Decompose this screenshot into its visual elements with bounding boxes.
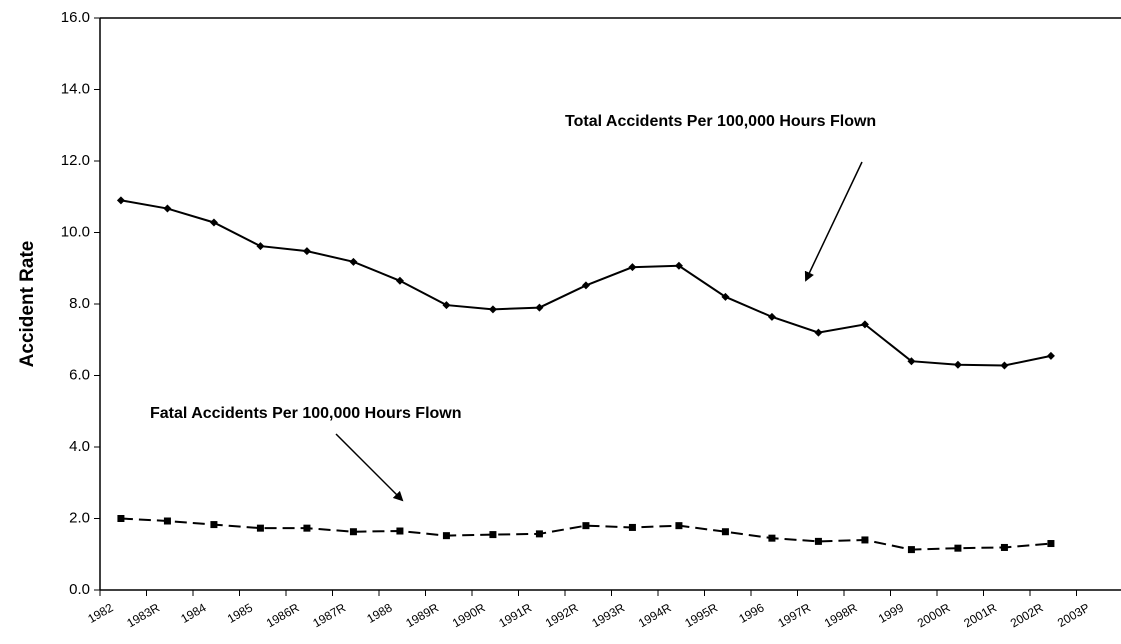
point bbox=[814, 537, 822, 545]
point bbox=[442, 532, 450, 540]
point bbox=[489, 531, 497, 539]
x-tick-label: 1985 bbox=[225, 600, 255, 626]
point bbox=[442, 301, 451, 310]
y-tick-label: 16.0 bbox=[61, 9, 90, 26]
annotation: Fatal Accidents Per 100,000 Hours Flown bbox=[150, 405, 462, 422]
annotation-arrow bbox=[804, 161, 863, 282]
point bbox=[721, 528, 729, 536]
point bbox=[256, 524, 264, 532]
point bbox=[163, 517, 171, 525]
point bbox=[209, 218, 218, 227]
point bbox=[303, 524, 311, 532]
x-tick-label: 1997R bbox=[775, 600, 813, 630]
point bbox=[349, 257, 358, 266]
y-tick-label: 6.0 bbox=[69, 366, 90, 383]
y-tick-label: 12.0 bbox=[61, 152, 90, 169]
x-tick-label: 1987R bbox=[310, 600, 348, 630]
point bbox=[349, 528, 357, 536]
x-tick-label: 1992R bbox=[543, 600, 581, 630]
point bbox=[535, 303, 544, 312]
point bbox=[117, 515, 125, 522]
point bbox=[1047, 540, 1055, 548]
x-tick-label: 1989R bbox=[403, 600, 441, 630]
point bbox=[163, 204, 172, 213]
x-tick-label: 1996 bbox=[736, 600, 766, 626]
x-tick-label: 1994R bbox=[636, 600, 674, 630]
point bbox=[396, 527, 404, 535]
point bbox=[302, 247, 311, 256]
point bbox=[116, 196, 125, 205]
x-tick-label: 1998R bbox=[822, 600, 860, 630]
point bbox=[582, 522, 590, 530]
y-tick-label: 4.0 bbox=[69, 438, 90, 455]
point bbox=[953, 360, 962, 369]
x-tick-label: 1988 bbox=[364, 600, 394, 626]
point bbox=[907, 546, 915, 554]
point bbox=[256, 242, 265, 251]
point bbox=[488, 305, 497, 314]
point bbox=[767, 312, 776, 321]
x-tick-label: 1993R bbox=[589, 600, 627, 630]
y-tick-label: 14.0 bbox=[61, 80, 90, 97]
y-tick-label: 10.0 bbox=[61, 223, 90, 240]
point bbox=[674, 261, 683, 270]
x-tick-label: 2002R bbox=[1008, 600, 1046, 630]
point bbox=[721, 292, 730, 301]
x-tick-label: 2003P bbox=[1055, 600, 1092, 629]
x-tick-label: 1984 bbox=[178, 600, 208, 626]
x-tick-label: 1986R bbox=[264, 600, 302, 630]
point bbox=[628, 263, 637, 272]
point bbox=[675, 522, 683, 530]
x-tick-label: 2000R bbox=[915, 600, 953, 630]
point bbox=[1000, 543, 1008, 551]
x-tick-label: 1983R bbox=[124, 600, 162, 630]
annotation-arrow bbox=[335, 433, 404, 502]
point bbox=[861, 536, 869, 544]
y-tick-label: 2.0 bbox=[69, 509, 90, 526]
x-tick-label: 1999 bbox=[876, 600, 906, 626]
point bbox=[954, 544, 962, 552]
point bbox=[814, 328, 823, 337]
point bbox=[395, 276, 404, 285]
point bbox=[1000, 361, 1009, 370]
x-tick-label: 1991R bbox=[496, 600, 534, 630]
point bbox=[210, 521, 218, 529]
y-axis-label: Accident Rate bbox=[17, 241, 38, 368]
point bbox=[628, 523, 636, 531]
point bbox=[907, 357, 916, 366]
series-line bbox=[120, 517, 1052, 551]
x-tick-label: 2001R bbox=[961, 600, 999, 630]
x-tick-label: 1995R bbox=[682, 600, 720, 630]
point bbox=[1046, 351, 1055, 360]
annotation: Total Accidents Per 100,000 Hours Flown bbox=[565, 113, 876, 130]
point bbox=[581, 281, 590, 290]
point bbox=[535, 530, 543, 538]
y-tick-label: 8.0 bbox=[69, 295, 90, 312]
y-tick-label: 0.0 bbox=[69, 581, 90, 598]
x-tick-label: 1982 bbox=[85, 600, 115, 626]
point bbox=[768, 534, 776, 542]
point bbox=[860, 320, 869, 329]
x-tick-label: 1990R bbox=[450, 600, 488, 630]
